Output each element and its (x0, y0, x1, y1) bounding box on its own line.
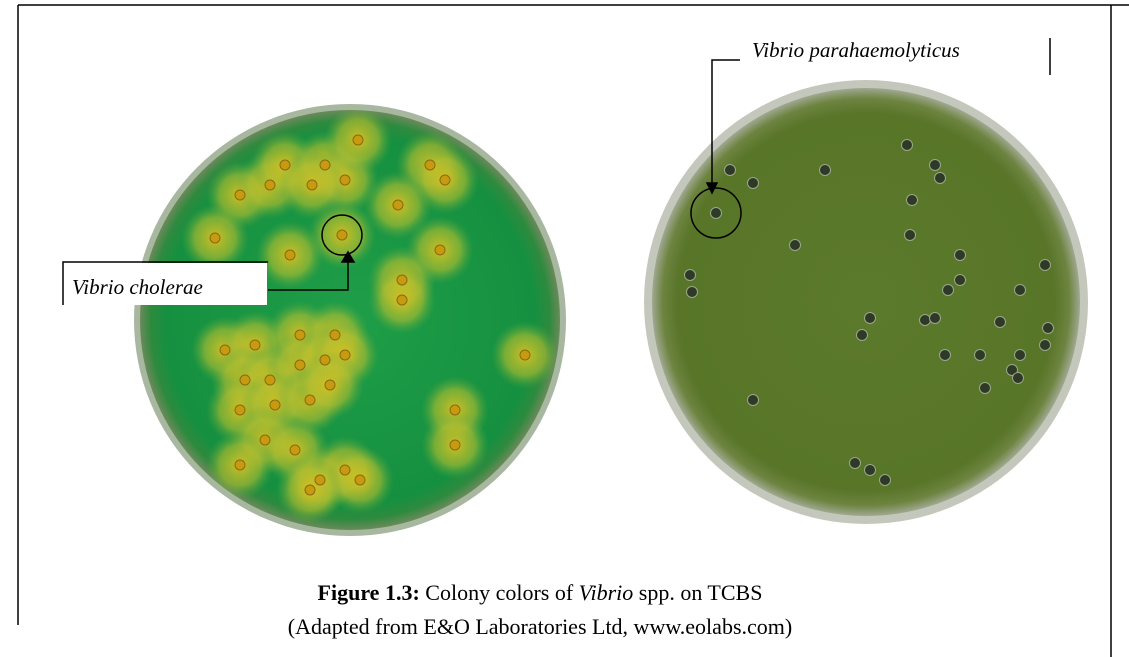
colony (1013, 373, 1024, 384)
colony (520, 350, 530, 360)
colony (325, 380, 335, 390)
colony (790, 240, 801, 251)
colony (260, 435, 270, 445)
colony (920, 315, 931, 326)
colony (850, 458, 861, 469)
colony (955, 250, 966, 261)
colony (340, 175, 350, 185)
caption-number: Figure 1.3: (318, 580, 420, 605)
colony (820, 165, 831, 176)
colony (320, 160, 330, 170)
colony (687, 287, 698, 298)
caption-line: Figure 1.3: Colony colors of Vibrio spp.… (318, 580, 763, 605)
colony (235, 190, 245, 200)
colony (353, 135, 363, 145)
colony (355, 475, 365, 485)
colony (450, 405, 460, 415)
colony (865, 313, 876, 324)
colony (975, 350, 986, 361)
caption-text: spp. on TCBS (639, 580, 763, 605)
colony (210, 233, 220, 243)
colony (935, 173, 946, 184)
colony (440, 175, 450, 185)
label-left: Vibrio cholerae (72, 275, 203, 299)
colony (1040, 260, 1051, 271)
colony (1015, 285, 1026, 296)
caption-source: (Adapted from E&O Laboratories Ltd, www.… (288, 614, 792, 639)
colony (930, 313, 941, 324)
colony (930, 160, 941, 171)
colony (397, 275, 407, 285)
colony (857, 330, 868, 341)
colony (295, 360, 305, 370)
caption-genus: Vibrio (579, 580, 634, 605)
colony (1015, 350, 1026, 361)
colony (865, 465, 876, 476)
colony (980, 383, 991, 394)
colony (315, 475, 325, 485)
colony (290, 445, 300, 455)
colony (337, 230, 347, 240)
colony (943, 285, 954, 296)
colony (265, 180, 275, 190)
caption-text: Colony colors of (425, 580, 574, 605)
colony (393, 200, 403, 210)
colony (330, 330, 340, 340)
colony (397, 295, 407, 305)
colony (435, 245, 445, 255)
colony (270, 400, 280, 410)
plate-left (134, 104, 566, 536)
colony (725, 165, 736, 176)
colony (320, 355, 330, 365)
colony (265, 375, 275, 385)
colony (305, 395, 315, 405)
colony (685, 270, 696, 281)
colony (425, 160, 435, 170)
colony (450, 440, 460, 450)
colony (235, 460, 245, 470)
colony (880, 475, 891, 486)
colony (711, 208, 722, 219)
colony (240, 375, 250, 385)
label-right: Vibrio parahaemolyticus (752, 38, 960, 62)
colony (295, 330, 305, 340)
colony (285, 250, 295, 260)
figure-page: Vibrio cholerae Vibrio parahaemolyticus … (0, 0, 1129, 657)
colony (902, 140, 913, 151)
colony (235, 405, 245, 415)
colony (280, 160, 290, 170)
colony (250, 340, 260, 350)
colony (940, 350, 951, 361)
colony (907, 195, 918, 206)
colony (995, 317, 1006, 328)
colony (307, 180, 317, 190)
colony (955, 275, 966, 286)
colony (305, 485, 315, 495)
colony (1043, 323, 1054, 334)
colony (748, 178, 759, 189)
colony (220, 345, 230, 355)
colony (905, 230, 916, 241)
colony (340, 465, 350, 475)
colony (340, 350, 350, 360)
plate-right (644, 80, 1088, 524)
colony (748, 395, 759, 406)
colony (1040, 340, 1051, 351)
